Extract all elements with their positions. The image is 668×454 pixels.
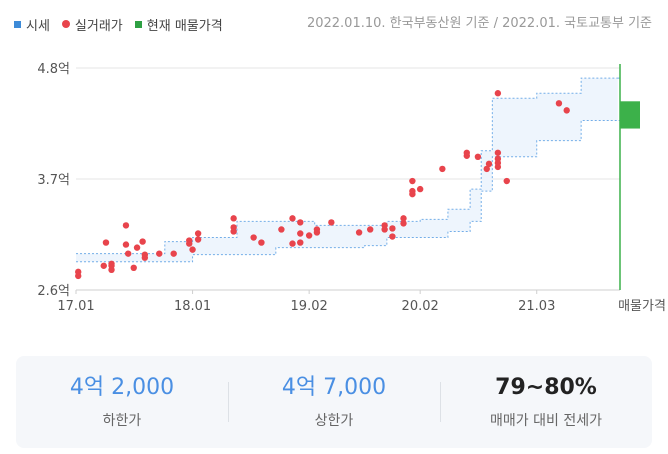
actual-trade-point	[297, 219, 304, 226]
x-tick-label: 18.01	[174, 299, 211, 314]
summary-upper-price: 4억 7,000 상한가	[228, 356, 440, 448]
actual-trade-point	[124, 250, 132, 257]
price-summary-panel: 4억 2,000 하한가 4억 7,000 상한가 79~80% 매매가 대비 …	[16, 356, 652, 448]
actual-trade-point	[278, 226, 285, 233]
actual-trade-point	[409, 187, 416, 195]
actual-trade-point	[494, 149, 502, 156]
actual-trade-point	[367, 226, 374, 233]
actual-trade-point	[439, 165, 446, 173]
legend-item-actual-trades[interactable]: 실거래가	[61, 15, 123, 34]
x-tick-label: 20.02	[402, 299, 439, 314]
actual-trade-point	[108, 260, 115, 267]
actual-trade-point	[485, 160, 493, 168]
actual-trade-point	[400, 220, 407, 227]
summary-lower-price: 4억 2,000 하한가	[16, 356, 228, 448]
actual-trade-point	[139, 238, 146, 245]
actual-trade-point	[483, 165, 490, 173]
actual-trades-swatch	[61, 20, 70, 28]
data-source-note: 2022.01.10. 한국부동산원 기준 / 2022.01. 국토교통부 기…	[306, 16, 652, 31]
actual-trade-point	[100, 262, 107, 269]
y-tick-label: 3.7억	[37, 173, 70, 188]
actual-trade-point	[463, 149, 470, 156]
legend-label-actual-trades: 실거래가	[74, 18, 123, 34]
x-end-label-listing: 매물가격	[618, 299, 666, 314]
actual-trade-point	[416, 185, 424, 193]
chart-legend: 시세 실거래가 현재 매물가격	[14, 12, 235, 36]
market-band-fill	[76, 78, 620, 262]
actual-trade-point	[156, 250, 163, 257]
actual-trade-point	[555, 100, 563, 107]
actual-trade-point	[250, 234, 257, 241]
actual-trade-point	[381, 222, 388, 229]
market-price-swatch	[14, 20, 21, 28]
actual-trade-point	[130, 264, 137, 271]
actual-trade-point	[409, 177, 416, 185]
actual-trade-point	[389, 225, 396, 232]
market-band-lower	[76, 119, 620, 263]
actual-trade-point	[230, 224, 237, 231]
actual-trade-point	[133, 244, 141, 251]
actual-trade-point	[305, 232, 313, 239]
actual-trade-point	[297, 230, 304, 237]
upper-price-value: 4억 7,000	[281, 375, 387, 400]
legend-label-listing-price: 현재 매물가격	[146, 18, 223, 34]
actual-trade-point	[289, 215, 296, 222]
listing-price-range	[620, 101, 640, 129]
actual-trade-point	[297, 239, 304, 246]
upper-price-label: 상한가	[314, 413, 354, 429]
jeonse-ratio-label: 매매가 대비 전세가	[490, 413, 602, 429]
actual-trade-point	[230, 215, 237, 222]
actual-trade-point	[194, 236, 202, 243]
y-tick-label: 4.8억	[37, 62, 70, 77]
actual-trade-point	[141, 251, 149, 258]
actual-trade-point	[102, 239, 110, 246]
actual-trade-point	[122, 241, 130, 248]
actual-trade-point	[258, 239, 265, 246]
actual-trade-point	[389, 233, 396, 240]
listing-price-swatch	[134, 20, 142, 28]
actual-trade-point	[494, 90, 502, 97]
actual-trade-point	[503, 177, 510, 185]
y-tick-label: 2.6억	[37, 284, 70, 299]
summary-jeonse-ratio: 79~80% 매매가 대비 전세가	[440, 356, 652, 448]
actual-trade-point	[186, 237, 193, 244]
actual-trade-point	[170, 250, 177, 257]
price-chart: 2.6억 3.7억 4.8억 17.01 18.01 19.02 20.02 21.03 매물가…	[37, 62, 666, 314]
actual-trade-point	[474, 153, 482, 160]
market-band-upper	[76, 77, 620, 255]
legend-label-market-price: 시세	[26, 18, 50, 34]
actual-trade-point	[189, 246, 196, 253]
actual-trade-point	[328, 219, 335, 226]
legend-item-market-price[interactable]: 시세	[14, 15, 50, 34]
x-tick-label: 17.01	[57, 299, 94, 314]
actual-trade-point	[400, 215, 407, 222]
actual-trade-point	[122, 222, 130, 229]
actual-trade-point	[289, 240, 296, 247]
lower-price-label: 하한가	[102, 413, 142, 429]
actual-trade-point	[75, 268, 82, 276]
actual-trade-point	[194, 230, 202, 237]
actual-trade-point	[355, 229, 363, 236]
x-tick-label: 19.02	[291, 299, 328, 314]
jeonse-ratio-value: 79~80%	[495, 375, 597, 400]
lower-price-value: 4억 2,000	[69, 375, 175, 400]
actual-trade-point	[563, 107, 570, 114]
x-tick-label: 21.03	[518, 299, 555, 314]
actual-trade-point	[494, 155, 502, 163]
actual-trade-point	[313, 226, 321, 233]
legend-item-listing-price[interactable]: 현재 매물가격	[134, 15, 223, 34]
